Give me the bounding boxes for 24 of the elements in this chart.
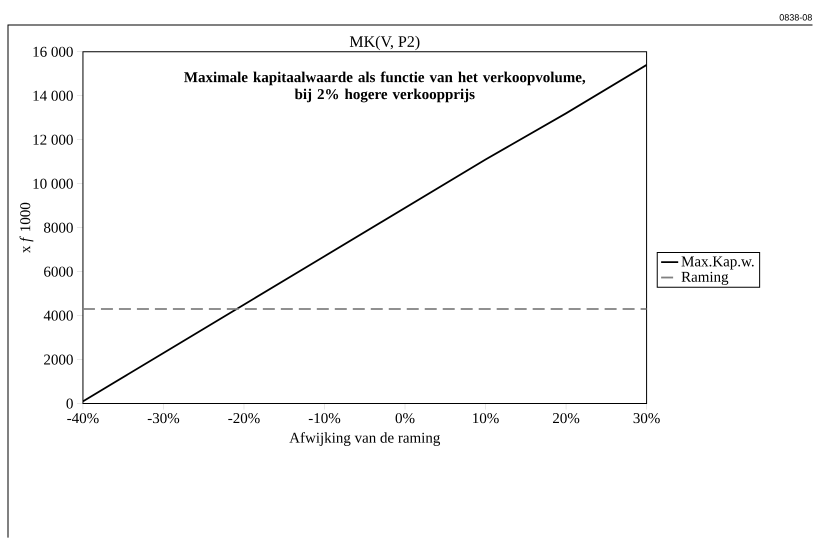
y-tick-label: 6000 xyxy=(44,266,73,277)
x-tick-label: -10% xyxy=(308,412,340,424)
x-tick-label: 0% xyxy=(396,412,415,424)
x-tick-label: 30% xyxy=(634,412,660,424)
y-tick-label: 2000 xyxy=(44,354,73,365)
y-tick-label: 16 000 xyxy=(34,46,73,57)
x-axis-title: Afwijking van de raming xyxy=(289,432,440,446)
y-tick-label: 4000 xyxy=(44,310,73,321)
text: 0838-08 xyxy=(780,14,812,20)
legend-label: Max.Kap.w. xyxy=(682,256,754,270)
y-axis-title: x f 1000 xyxy=(20,202,34,253)
x-tick-label: -30% xyxy=(148,412,180,424)
y-tick-label: 0 xyxy=(66,398,73,409)
y-tick-label: 10 000 xyxy=(34,178,73,189)
x-tick-label: -20% xyxy=(228,412,260,424)
y-tick-label: 12 000 xyxy=(34,134,73,145)
x-tick-label: 10% xyxy=(473,412,499,424)
text: Maximale kapitaalwaarde als functie van het verkoopvolume, bij 2% hogere verkoopprijs xyxy=(184,71,586,102)
y-tick-label: 14 000 xyxy=(34,90,73,101)
x-tick-label: -40% xyxy=(67,412,99,424)
legend-label: Raming xyxy=(682,272,728,285)
y-tick-label: 8000 xyxy=(44,222,73,233)
x-tick-label: 20% xyxy=(552,412,580,424)
chart-subtitle: MK(V, P2) xyxy=(350,36,420,50)
